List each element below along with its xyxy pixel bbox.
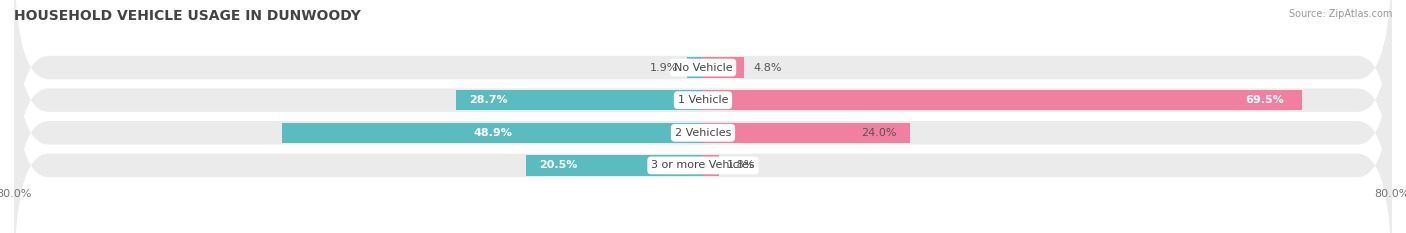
Text: No Vehicle: No Vehicle bbox=[673, 63, 733, 72]
FancyBboxPatch shape bbox=[14, 14, 1392, 233]
Text: 1.9%: 1.9% bbox=[650, 63, 678, 72]
Text: 24.0%: 24.0% bbox=[862, 128, 897, 138]
Text: 3 or more Vehicles: 3 or more Vehicles bbox=[651, 161, 755, 170]
Bar bbox=[281, 123, 703, 143]
Bar bbox=[703, 90, 1302, 110]
FancyBboxPatch shape bbox=[14, 47, 1392, 233]
Text: 69.5%: 69.5% bbox=[1246, 95, 1284, 105]
Text: HOUSEHOLD VEHICLE USAGE IN DUNWOODY: HOUSEHOLD VEHICLE USAGE IN DUNWOODY bbox=[14, 9, 361, 23]
Text: 28.7%: 28.7% bbox=[468, 95, 508, 105]
Text: 4.8%: 4.8% bbox=[754, 63, 782, 72]
Bar bbox=[456, 90, 703, 110]
Text: 48.9%: 48.9% bbox=[472, 128, 512, 138]
Bar bbox=[703, 58, 744, 78]
FancyBboxPatch shape bbox=[14, 0, 1392, 219]
Text: Source: ZipAtlas.com: Source: ZipAtlas.com bbox=[1288, 9, 1392, 19]
Text: 1.8%: 1.8% bbox=[727, 161, 755, 170]
Text: 20.5%: 20.5% bbox=[540, 161, 578, 170]
Text: 2 Vehicles: 2 Vehicles bbox=[675, 128, 731, 138]
Bar bbox=[526, 155, 703, 175]
FancyBboxPatch shape bbox=[14, 0, 1392, 186]
Bar bbox=[703, 155, 718, 175]
Bar bbox=[703, 123, 910, 143]
Text: 1 Vehicle: 1 Vehicle bbox=[678, 95, 728, 105]
Bar bbox=[686, 58, 703, 78]
